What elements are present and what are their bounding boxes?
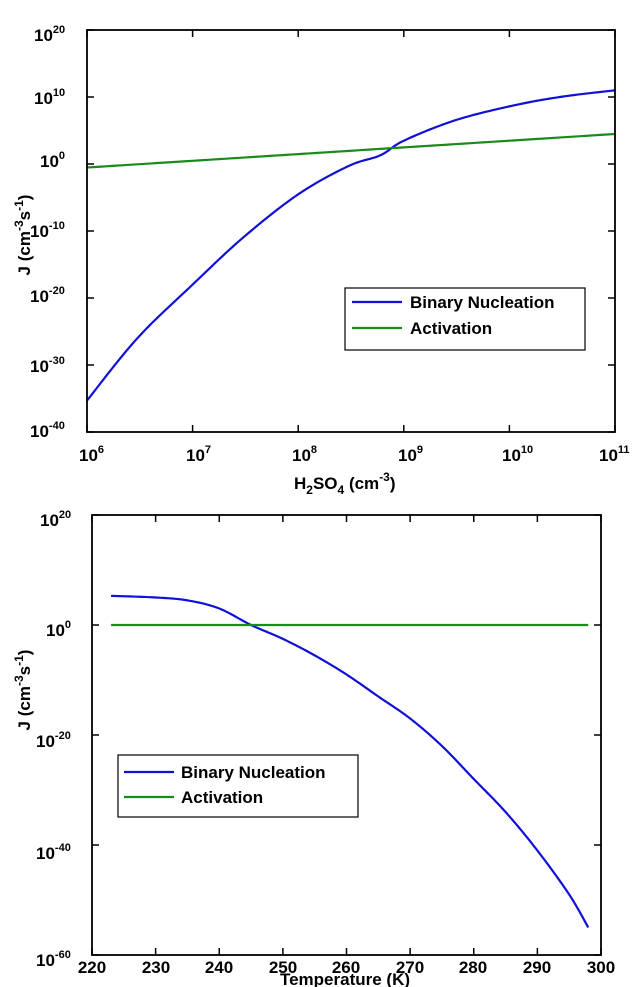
x-tick-label: 108 [292, 444, 317, 465]
y-tick-label: 1020 [40, 509, 71, 530]
y-tick-label: 10-10 [30, 220, 65, 241]
y-tick-label: 100 [40, 150, 65, 171]
chart-bottom-x-tick-labels: 220 230 240 250 260 270 280 290 300 [78, 958, 615, 977]
x-tick-label: 250 [269, 958, 297, 977]
y-tick-label: 10-60 [36, 949, 71, 970]
y-tick-label: 1020 [34, 24, 65, 45]
chart-top-ticks [86, 29, 616, 433]
x-tick-label: 270 [396, 958, 424, 977]
x-tick-label: 1011 [599, 444, 630, 465]
legend-box [344, 287, 586, 351]
legend-label-binary-nucleation: Binary Nucleation [181, 763, 326, 782]
x-tick-label: 220 [78, 958, 106, 977]
x-tick-label: 106 [79, 444, 104, 465]
chart-top: 106 107 108 109 1010 1011 1020 1010 100 … [12, 24, 630, 497]
chart-top-legend: Binary Nucleation Activation [344, 287, 586, 351]
x-tick-label: 230 [142, 958, 170, 977]
chart-top-x-tick-labels: 106 107 108 109 1010 1011 [79, 444, 630, 465]
legend-label-activation: Activation [181, 788, 263, 807]
x-tick-label: 240 [205, 958, 233, 977]
chart-bottom-x-axis-label: Temperature (K) [280, 970, 410, 987]
chart-bottom-y-tick-labels: 1020 100 10-20 10-40 10-60 [36, 509, 71, 970]
legend-label-binary-nucleation: Binary Nucleation [410, 293, 555, 312]
legend-box [117, 754, 359, 818]
x-tick-label: 109 [398, 444, 423, 465]
x-tick-label: 290 [523, 958, 551, 977]
x-tick-label: 260 [332, 958, 360, 977]
x-tick-label: 1010 [502, 444, 533, 465]
x-tick-label: 300 [587, 958, 615, 977]
series-line-binary-nucleation [86, 89, 616, 402]
y-tick-label: 100 [46, 619, 71, 640]
chart-top-y-tick-labels: 1020 1010 100 10-10 10-20 10-30 10-40 [30, 24, 65, 441]
legend-label-activation: Activation [410, 319, 492, 338]
chart-top-series [86, 89, 616, 402]
y-tick-label: 10-30 [30, 355, 65, 376]
series-line-activation [86, 132, 616, 169]
chart-bottom-ticks [91, 514, 602, 956]
y-tick-label: 10-40 [36, 842, 71, 863]
x-tick-label: 280 [459, 958, 487, 977]
chart-bottom: 220 230 240 250 260 270 280 290 300 1020… [12, 509, 615, 987]
y-tick-label: 10-20 [36, 730, 71, 751]
chart-top-y-axis-label: J (cm-3s-1) [12, 195, 34, 276]
y-tick-label: 10-20 [30, 285, 65, 306]
series-line-binary-nucleation [111, 594, 590, 929]
x-tick-label: 107 [186, 444, 211, 465]
chart-bottom-series [111, 594, 590, 929]
chart-bottom-y-axis-label: J (cm-3s-1) [12, 650, 34, 731]
y-tick-label: 10-40 [30, 420, 65, 441]
chart-bottom-legend: Binary Nucleation Activation [117, 754, 359, 818]
y-tick-label: 1010 [34, 87, 65, 108]
chart-top-x-axis-label: H2SO4 (cm-3) [294, 470, 396, 497]
